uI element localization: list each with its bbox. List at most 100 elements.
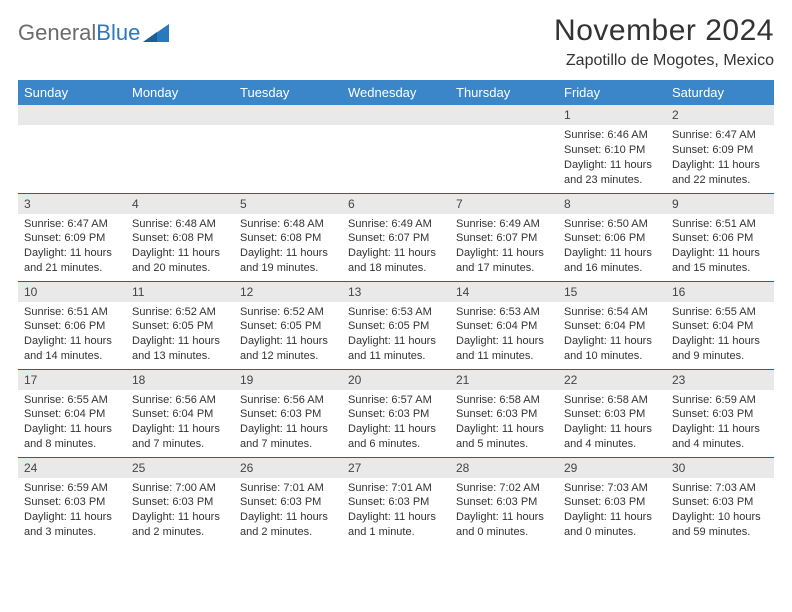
calendar-cell: 28Sunrise: 7:02 AMSunset: 6:03 PMDayligh… bbox=[450, 457, 558, 545]
calendar-table: SundayMondayTuesdayWednesdayThursdayFrid… bbox=[18, 80, 774, 545]
day-number: 20 bbox=[342, 370, 450, 390]
day-number: 22 bbox=[558, 370, 666, 390]
empty-day-bar bbox=[342, 105, 450, 125]
calendar-cell: 21Sunrise: 6:58 AMSunset: 6:03 PMDayligh… bbox=[450, 369, 558, 457]
day-details: Sunrise: 6:49 AMSunset: 6:07 PMDaylight:… bbox=[342, 214, 450, 278]
calendar-cell: 26Sunrise: 7:01 AMSunset: 6:03 PMDayligh… bbox=[234, 457, 342, 545]
day-number: 12 bbox=[234, 282, 342, 302]
calendar-week: 17Sunrise: 6:55 AMSunset: 6:04 PMDayligh… bbox=[18, 369, 774, 457]
day-number: 30 bbox=[666, 458, 774, 478]
calendar-cell bbox=[450, 105, 558, 193]
day-details: Sunrise: 6:51 AMSunset: 6:06 PMDaylight:… bbox=[666, 214, 774, 278]
brand-logo: GeneralBlue bbox=[18, 14, 169, 46]
calendar-cell: 5Sunrise: 6:48 AMSunset: 6:08 PMDaylight… bbox=[234, 193, 342, 281]
empty-day-bar bbox=[234, 105, 342, 125]
day-header: Tuesday bbox=[234, 80, 342, 105]
calendar-cell: 7Sunrise: 6:49 AMSunset: 6:07 PMDaylight… bbox=[450, 193, 558, 281]
day-number: 15 bbox=[558, 282, 666, 302]
day-details: Sunrise: 6:58 AMSunset: 6:03 PMDaylight:… bbox=[558, 390, 666, 454]
day-number: 8 bbox=[558, 194, 666, 214]
empty-day-bar bbox=[18, 105, 126, 125]
empty-day-bar bbox=[450, 105, 558, 125]
title-block: November 2024 Zapotillo de Mogotes, Mexi… bbox=[554, 14, 774, 70]
calendar-cell: 27Sunrise: 7:01 AMSunset: 6:03 PMDayligh… bbox=[342, 457, 450, 545]
calendar-cell: 6Sunrise: 6:49 AMSunset: 6:07 PMDaylight… bbox=[342, 193, 450, 281]
calendar-page: GeneralBlue November 2024 Zapotillo de M… bbox=[0, 0, 792, 545]
calendar-cell: 4Sunrise: 6:48 AMSunset: 6:08 PMDaylight… bbox=[126, 193, 234, 281]
day-number: 26 bbox=[234, 458, 342, 478]
day-number: 6 bbox=[342, 194, 450, 214]
day-number: 24 bbox=[18, 458, 126, 478]
calendar-cell: 3Sunrise: 6:47 AMSunset: 6:09 PMDaylight… bbox=[18, 193, 126, 281]
day-header: Sunday bbox=[18, 80, 126, 105]
calendar-cell bbox=[342, 105, 450, 193]
day-details: Sunrise: 6:55 AMSunset: 6:04 PMDaylight:… bbox=[18, 390, 126, 454]
day-number: 5 bbox=[234, 194, 342, 214]
calendar-week: 3Sunrise: 6:47 AMSunset: 6:09 PMDaylight… bbox=[18, 193, 774, 281]
calendar-cell: 22Sunrise: 6:58 AMSunset: 6:03 PMDayligh… bbox=[558, 369, 666, 457]
day-number: 1 bbox=[558, 105, 666, 125]
calendar-cell bbox=[18, 105, 126, 193]
day-details: Sunrise: 6:54 AMSunset: 6:04 PMDaylight:… bbox=[558, 302, 666, 366]
day-details: Sunrise: 6:46 AMSunset: 6:10 PMDaylight:… bbox=[558, 125, 666, 189]
day-number: 28 bbox=[450, 458, 558, 478]
calendar-cell bbox=[234, 105, 342, 193]
day-number: 2 bbox=[666, 105, 774, 125]
day-number: 7 bbox=[450, 194, 558, 214]
day-details: Sunrise: 6:56 AMSunset: 6:04 PMDaylight:… bbox=[126, 390, 234, 454]
day-details: Sunrise: 7:03 AMSunset: 6:03 PMDaylight:… bbox=[558, 478, 666, 542]
day-details: Sunrise: 6:53 AMSunset: 6:05 PMDaylight:… bbox=[342, 302, 450, 366]
day-header: Monday bbox=[126, 80, 234, 105]
day-details: Sunrise: 6:55 AMSunset: 6:04 PMDaylight:… bbox=[666, 302, 774, 366]
day-details: Sunrise: 6:59 AMSunset: 6:03 PMDaylight:… bbox=[18, 478, 126, 542]
calendar-cell: 13Sunrise: 6:53 AMSunset: 6:05 PMDayligh… bbox=[342, 281, 450, 369]
day-details: Sunrise: 6:53 AMSunset: 6:04 PMDaylight:… bbox=[450, 302, 558, 366]
day-details: Sunrise: 6:57 AMSunset: 6:03 PMDaylight:… bbox=[342, 390, 450, 454]
day-number: 21 bbox=[450, 370, 558, 390]
calendar-cell: 1Sunrise: 6:46 AMSunset: 6:10 PMDaylight… bbox=[558, 105, 666, 193]
day-number: 9 bbox=[666, 194, 774, 214]
empty-day-bar bbox=[126, 105, 234, 125]
day-details: Sunrise: 6:48 AMSunset: 6:08 PMDaylight:… bbox=[126, 214, 234, 278]
brand-part2: Blue bbox=[96, 20, 140, 46]
day-header: Saturday bbox=[666, 80, 774, 105]
day-details: Sunrise: 7:00 AMSunset: 6:03 PMDaylight:… bbox=[126, 478, 234, 542]
header: GeneralBlue November 2024 Zapotillo de M… bbox=[18, 14, 774, 70]
day-number: 4 bbox=[126, 194, 234, 214]
calendar-cell: 12Sunrise: 6:52 AMSunset: 6:05 PMDayligh… bbox=[234, 281, 342, 369]
day-details: Sunrise: 6:49 AMSunset: 6:07 PMDaylight:… bbox=[450, 214, 558, 278]
day-details: Sunrise: 7:01 AMSunset: 6:03 PMDaylight:… bbox=[342, 478, 450, 542]
calendar-cell: 24Sunrise: 6:59 AMSunset: 6:03 PMDayligh… bbox=[18, 457, 126, 545]
day-number: 18 bbox=[126, 370, 234, 390]
day-number: 3 bbox=[18, 194, 126, 214]
day-details: Sunrise: 6:56 AMSunset: 6:03 PMDaylight:… bbox=[234, 390, 342, 454]
day-details: Sunrise: 6:47 AMSunset: 6:09 PMDaylight:… bbox=[18, 214, 126, 278]
calendar-cell: 11Sunrise: 6:52 AMSunset: 6:05 PMDayligh… bbox=[126, 281, 234, 369]
day-number: 23 bbox=[666, 370, 774, 390]
calendar-cell: 16Sunrise: 6:55 AMSunset: 6:04 PMDayligh… bbox=[666, 281, 774, 369]
day-number: 25 bbox=[126, 458, 234, 478]
day-header: Friday bbox=[558, 80, 666, 105]
day-number: 16 bbox=[666, 282, 774, 302]
day-details: Sunrise: 6:47 AMSunset: 6:09 PMDaylight:… bbox=[666, 125, 774, 189]
day-details: Sunrise: 7:02 AMSunset: 6:03 PMDaylight:… bbox=[450, 478, 558, 542]
calendar-week: 1Sunrise: 6:46 AMSunset: 6:10 PMDaylight… bbox=[18, 105, 774, 193]
day-details: Sunrise: 6:59 AMSunset: 6:03 PMDaylight:… bbox=[666, 390, 774, 454]
calendar-cell: 19Sunrise: 6:56 AMSunset: 6:03 PMDayligh… bbox=[234, 369, 342, 457]
calendar-cell: 20Sunrise: 6:57 AMSunset: 6:03 PMDayligh… bbox=[342, 369, 450, 457]
calendar-cell: 10Sunrise: 6:51 AMSunset: 6:06 PMDayligh… bbox=[18, 281, 126, 369]
day-number: 17 bbox=[18, 370, 126, 390]
day-details: Sunrise: 7:03 AMSunset: 6:03 PMDaylight:… bbox=[666, 478, 774, 542]
calendar-week: 10Sunrise: 6:51 AMSunset: 6:06 PMDayligh… bbox=[18, 281, 774, 369]
calendar-cell: 17Sunrise: 6:55 AMSunset: 6:04 PMDayligh… bbox=[18, 369, 126, 457]
calendar-cell: 2Sunrise: 6:47 AMSunset: 6:09 PMDaylight… bbox=[666, 105, 774, 193]
calendar-cell: 8Sunrise: 6:50 AMSunset: 6:06 PMDaylight… bbox=[558, 193, 666, 281]
day-number: 10 bbox=[18, 282, 126, 302]
calendar-cell bbox=[126, 105, 234, 193]
day-number: 29 bbox=[558, 458, 666, 478]
day-number: 27 bbox=[342, 458, 450, 478]
calendar-cell: 29Sunrise: 7:03 AMSunset: 6:03 PMDayligh… bbox=[558, 457, 666, 545]
day-details: Sunrise: 7:01 AMSunset: 6:03 PMDaylight:… bbox=[234, 478, 342, 542]
day-header: Thursday bbox=[450, 80, 558, 105]
day-number: 19 bbox=[234, 370, 342, 390]
